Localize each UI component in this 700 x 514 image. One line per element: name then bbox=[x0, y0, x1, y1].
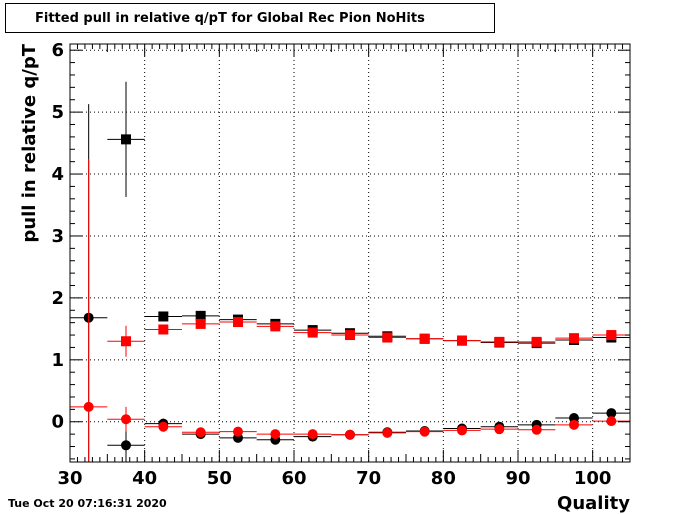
data-point-circle bbox=[345, 429, 355, 440]
y-tick-label: 1 bbox=[51, 350, 64, 371]
y-tick-label: 2 bbox=[51, 288, 64, 309]
data-point-circle bbox=[121, 440, 131, 451]
x-tick-label: 80 bbox=[431, 468, 456, 489]
data-point-circle bbox=[419, 426, 430, 437]
y-axis-title: pull in relative q/pT bbox=[19, 43, 40, 242]
data-point-circle bbox=[121, 414, 131, 425]
x-axis-title: Quality bbox=[557, 493, 630, 514]
chart-title: Fitted pull in relative q/pT for Global … bbox=[35, 10, 425, 26]
x-tick-label: 60 bbox=[281, 468, 306, 489]
data-point-square bbox=[419, 333, 430, 344]
y-tick-label: 6 bbox=[51, 40, 64, 61]
grid-lines bbox=[70, 44, 630, 462]
data-point-square bbox=[307, 327, 318, 338]
series-3 bbox=[70, 159, 630, 462]
y-tick-label: 3 bbox=[51, 226, 64, 247]
data-point-square bbox=[270, 321, 281, 332]
data-point-circle bbox=[270, 429, 281, 440]
y-tick-label: 5 bbox=[51, 102, 64, 123]
x-tick-label: 70 bbox=[356, 468, 381, 489]
x-tick-label: 30 bbox=[57, 468, 82, 489]
data-point-circle bbox=[531, 424, 542, 435]
y-tick-label: 0 bbox=[51, 412, 64, 433]
data-point-circle bbox=[606, 416, 617, 427]
data-point-square bbox=[195, 318, 206, 329]
data-point-circle bbox=[382, 427, 393, 438]
data-point-square bbox=[158, 324, 169, 335]
data-point-circle bbox=[83, 401, 94, 412]
data-point-square bbox=[233, 317, 243, 328]
data-point-circle bbox=[569, 419, 579, 430]
axes: 30 40 50 60 70 80 90 100 0 1 2 3 4 5 6 bbox=[51, 40, 631, 489]
data-point-square bbox=[195, 310, 206, 321]
x-tick-label: 40 bbox=[132, 468, 157, 489]
data-point-square bbox=[345, 330, 355, 341]
data-point-square bbox=[382, 332, 393, 343]
data-point-square bbox=[606, 330, 617, 341]
data-point-circle bbox=[494, 424, 505, 435]
plot-frame bbox=[69, 43, 631, 463]
data-point-square bbox=[158, 311, 169, 322]
data-point-circle bbox=[457, 425, 467, 436]
data-point-square bbox=[494, 336, 505, 347]
x-tick-label: 90 bbox=[505, 468, 530, 489]
data-series bbox=[70, 81, 630, 462]
data-point-circle bbox=[233, 426, 243, 437]
data-point-square bbox=[531, 336, 542, 347]
data-point-square bbox=[457, 335, 467, 346]
y-tick-label: 4 bbox=[51, 164, 64, 185]
chart-title-box: Fitted pull in relative q/pT for Global … bbox=[5, 3, 495, 33]
data-point-circle bbox=[307, 429, 318, 440]
data-point-square bbox=[121, 336, 131, 347]
data-point-square bbox=[569, 333, 579, 344]
data-point-circle bbox=[606, 408, 617, 419]
data-point-circle bbox=[158, 421, 169, 432]
x-tick-label: 50 bbox=[207, 468, 232, 489]
timestamp: Tue Oct 20 07:16:31 2020 bbox=[8, 497, 167, 510]
series-2 bbox=[70, 104, 630, 462]
x-tick-label: 100 bbox=[574, 468, 612, 489]
data-point-circle bbox=[195, 427, 206, 438]
series-1 bbox=[107, 317, 630, 357]
data-point-square bbox=[121, 134, 131, 145]
